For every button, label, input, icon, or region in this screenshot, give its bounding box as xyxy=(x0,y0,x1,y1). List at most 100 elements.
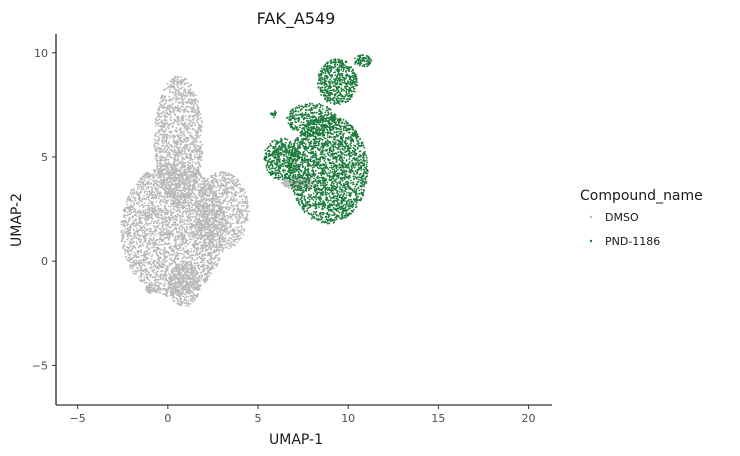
data-point xyxy=(199,152,201,155)
data-point xyxy=(170,116,172,119)
data-point xyxy=(221,219,224,222)
data-point xyxy=(187,139,190,142)
data-point xyxy=(191,258,194,261)
data-point xyxy=(146,217,149,220)
data-point xyxy=(209,231,211,234)
data-point xyxy=(230,180,233,183)
data-point xyxy=(150,240,153,242)
data-point xyxy=(189,143,192,146)
data-point xyxy=(166,233,169,236)
data-point xyxy=(161,179,164,182)
data-point xyxy=(173,87,176,90)
data-point xyxy=(193,167,195,170)
data-point xyxy=(180,224,183,227)
data-point xyxy=(195,163,198,165)
data-point xyxy=(210,247,213,250)
data-point xyxy=(208,181,210,183)
data-point xyxy=(194,220,196,223)
data-point xyxy=(180,260,182,263)
data-point xyxy=(155,182,158,185)
data-point xyxy=(139,241,142,243)
data-point xyxy=(222,224,225,227)
data-point xyxy=(203,253,205,255)
data-point xyxy=(149,238,152,241)
data-point xyxy=(181,206,184,209)
data-point xyxy=(147,185,150,188)
data-point xyxy=(192,158,194,161)
data-point xyxy=(156,285,159,288)
data-point xyxy=(182,91,185,94)
data-point xyxy=(174,180,177,183)
data-point xyxy=(194,130,197,133)
data-point xyxy=(194,175,197,178)
data-point xyxy=(195,99,198,102)
data-point xyxy=(173,174,176,177)
data-point xyxy=(161,159,164,161)
data-point xyxy=(170,174,173,177)
data-point xyxy=(193,249,196,252)
data-point xyxy=(182,101,184,104)
data-point xyxy=(206,235,209,238)
data-point xyxy=(184,145,186,148)
data-point xyxy=(196,169,199,172)
data-point xyxy=(167,175,170,178)
data-point xyxy=(179,132,182,135)
data-point xyxy=(170,202,172,205)
data-point xyxy=(175,185,177,187)
data-point xyxy=(151,269,154,271)
data-point xyxy=(164,223,167,226)
data-point xyxy=(163,126,166,128)
data-point xyxy=(168,216,170,218)
data-point xyxy=(149,173,152,176)
data-point xyxy=(186,95,189,97)
data-point xyxy=(186,155,188,158)
data-point xyxy=(188,118,190,120)
data-point xyxy=(158,241,161,244)
data-point xyxy=(122,236,125,239)
data-point xyxy=(200,277,203,280)
data-point xyxy=(183,108,186,111)
data-point xyxy=(132,244,135,247)
data-point xyxy=(163,130,166,133)
data-point xyxy=(138,192,141,195)
data-point xyxy=(144,261,147,264)
data-point xyxy=(155,209,158,212)
data-point xyxy=(170,199,173,202)
data-point xyxy=(187,144,189,147)
data-point xyxy=(167,205,170,208)
data-point xyxy=(199,244,202,247)
data-point xyxy=(181,152,183,155)
data-point xyxy=(198,146,201,149)
data-point xyxy=(135,226,138,229)
data-point xyxy=(189,165,191,168)
data-point xyxy=(156,115,159,118)
data-point xyxy=(229,217,232,219)
data-point xyxy=(147,248,150,250)
data-point xyxy=(143,241,146,243)
data-point xyxy=(209,199,212,202)
data-point xyxy=(195,113,198,115)
data-point xyxy=(202,265,205,268)
data-point xyxy=(188,268,191,271)
data-point xyxy=(159,97,162,100)
data-point xyxy=(166,212,169,215)
data-point xyxy=(174,242,177,245)
data-point xyxy=(219,229,222,232)
data-point xyxy=(158,106,161,108)
data-point xyxy=(136,188,139,191)
data-point xyxy=(182,164,185,166)
data-point xyxy=(152,232,155,235)
data-point xyxy=(174,77,177,79)
data-point xyxy=(167,158,170,161)
data-point xyxy=(179,79,182,82)
data-point xyxy=(165,122,167,124)
data-point xyxy=(154,189,157,192)
data-point xyxy=(185,141,188,143)
data-point xyxy=(126,233,129,236)
data-point xyxy=(190,158,193,160)
data-point xyxy=(154,194,157,197)
data-point xyxy=(189,231,192,234)
data-point xyxy=(196,153,199,155)
data-point xyxy=(141,268,143,271)
data-point xyxy=(183,82,186,85)
